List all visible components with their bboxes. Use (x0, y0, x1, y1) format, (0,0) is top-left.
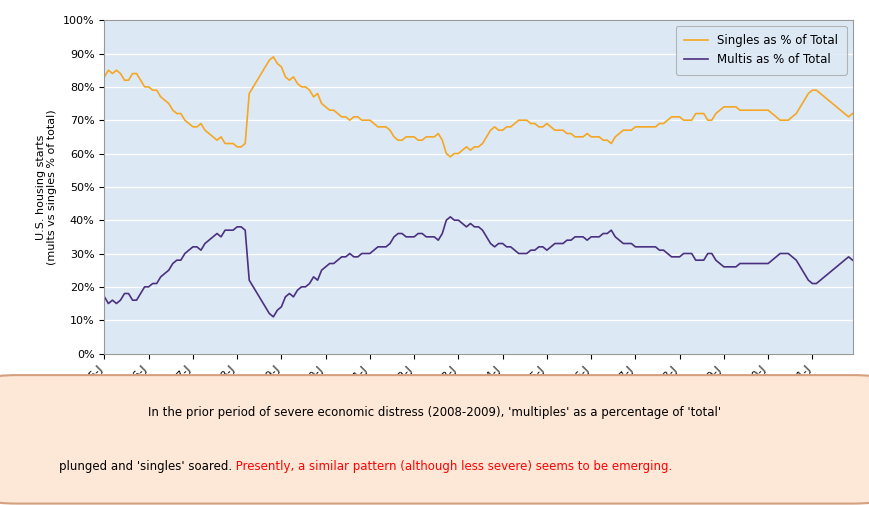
Multis as % of Total (445, 214, 455, 220)
Singles as % of Total (260, 64, 270, 70)
Singles as % of Total (846, 111, 857, 117)
Multis as % of Total (127, 297, 137, 303)
Singles as % of Total (718, 104, 728, 110)
Multis as % of Total (99, 294, 109, 300)
Singles as % of Total (99, 74, 109, 80)
Line: Singles as % of Total: Singles as % of Total (104, 57, 852, 157)
Text: In the prior period of severe economic distress (2008-2009), 'multiples' as a pe: In the prior period of severe economic d… (149, 406, 720, 419)
Singles as % of Total (710, 111, 720, 117)
FancyBboxPatch shape (0, 375, 869, 503)
Multis as % of Total (718, 264, 728, 270)
Y-axis label: U.S. housing starts
(mults vs singles % of total): U.S. housing starts (mults vs singles % … (36, 109, 57, 265)
Singles as % of Total (445, 154, 455, 160)
Multis as % of Total (710, 257, 720, 263)
Singles as % of Total (127, 71, 137, 77)
Singles as % of Total (597, 137, 607, 143)
Multis as % of Total (846, 257, 857, 263)
Multis as % of Total (260, 304, 270, 310)
Line: Multis as % of Total: Multis as % of Total (104, 217, 852, 317)
Multis as % of Total (468, 224, 479, 230)
Legend: Singles as % of Total, Multis as % of Total: Singles as % of Total, Multis as % of To… (675, 26, 846, 75)
Multis as % of Total (268, 314, 278, 320)
Singles as % of Total (268, 54, 278, 60)
Multis as % of Total (597, 230, 607, 236)
Text: Presently, a similar pattern (although less severe) seems to be emerging.: Presently, a similar pattern (although l… (232, 460, 672, 473)
Singles as % of Total (468, 144, 479, 150)
X-axis label: Year and month: Year and month (422, 390, 534, 403)
Text: plunged and 'singles' soared.: plunged and 'singles' soared. (59, 460, 232, 473)
